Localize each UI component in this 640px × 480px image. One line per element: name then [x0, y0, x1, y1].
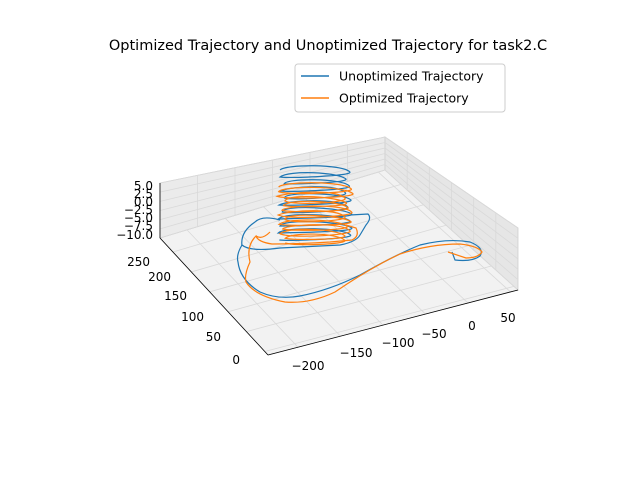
y-tick-label: 150: [164, 289, 187, 303]
optimized-trajectory-coil: [275, 182, 354, 246]
z-tick-label: 2.5: [134, 187, 153, 201]
x-tick-label: −150: [340, 346, 373, 360]
floor-gridline-y: [264, 286, 515, 352]
y-tick-label: 200: [148, 270, 171, 284]
wall-gridlines: [159, 136, 519, 291]
floor-gridline-x: [224, 218, 341, 337]
z-tick-label: −5.0: [124, 211, 153, 225]
x-tick-label: −50: [421, 327, 446, 341]
x-tick-label: −100: [382, 336, 415, 350]
y-tick-label: 50: [206, 330, 221, 344]
x-tick-label: −200: [292, 359, 325, 373]
z-tick-label: −2.5: [124, 203, 153, 217]
chart-title: Optimized Trajectory and Unoptimized Tra…: [109, 38, 547, 54]
optimized-trajectory-series: [244, 182, 483, 303]
z-tick-label: −7.5: [124, 219, 153, 233]
unoptimized-trajectory-path: [236, 213, 482, 298]
legend-box: [294, 63, 506, 113]
legend-label-optimized: Optimized Trajectory: [339, 91, 469, 106]
z-tick-label: 0.0: [134, 195, 153, 209]
x-axis-ticks: −200 −150 −100 −50 0 50: [292, 311, 516, 373]
legend: Unoptimized Trajectory Optimized Traject…: [294, 63, 506, 113]
floor-gridline-y: [246, 265, 492, 332]
x-tick-label: 50: [500, 311, 515, 325]
optimized-trajectory-path: [255, 231, 271, 238]
x-axis-line: [267, 289, 519, 356]
z-tick-label: −10.0: [116, 228, 153, 242]
z-tick-label: 5.0: [134, 179, 153, 193]
optimized-trajectory-path: [244, 224, 483, 303]
y-tick-label: 0: [232, 353, 240, 367]
legend-label-unoptimized: Unoptimized Trajectory: [339, 69, 484, 84]
y-tick-label: 100: [181, 310, 204, 324]
floor-gridline-y: [227, 245, 469, 313]
y-axis-line: [159, 237, 269, 356]
z-axis-ticks: 5.02.50.0−2.5−5.0−7.5−10.0: [116, 179, 153, 242]
floor-gridline-x: [186, 229, 299, 348]
floor-gridline-y: [191, 204, 424, 273]
floor-gridline-x: [377, 171, 511, 293]
x-tick-label: 0: [468, 319, 476, 333]
y-tick-label: 250: [127, 255, 150, 269]
floor-gridline-x: [339, 183, 469, 304]
floor-gridline-y: [209, 224, 447, 293]
unoptimized-trajectory-path: [241, 217, 281, 247]
